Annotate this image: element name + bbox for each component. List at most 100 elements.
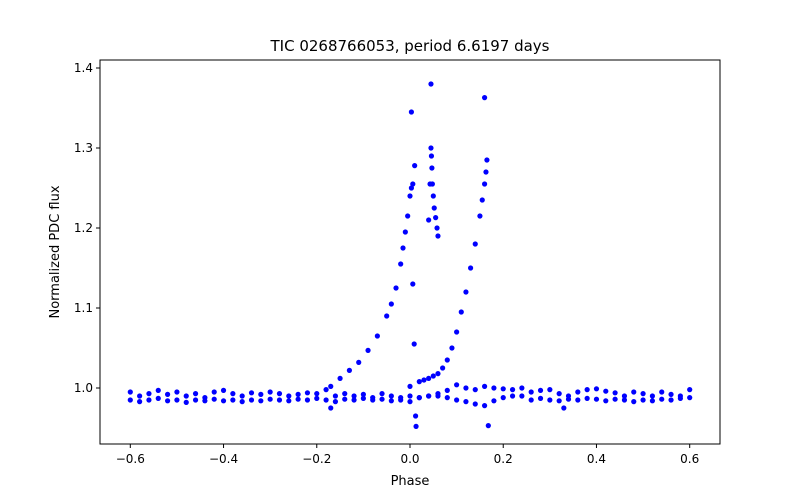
data-point [412, 413, 419, 419]
data-point [388, 393, 394, 399]
data-point [323, 397, 329, 403]
data-point [370, 397, 376, 403]
data-point [659, 389, 665, 395]
y-axis-label: Normalized PDC flux [48, 185, 63, 318]
data-point [668, 391, 674, 397]
data-point [174, 389, 180, 395]
data-point [509, 393, 516, 399]
x-axis: −0.6 −0.4 −0.2 0.0 0.2 0.4 0.6 [116, 444, 699, 466]
data-point [351, 397, 357, 403]
data-point [346, 367, 352, 373]
data-point [258, 391, 264, 397]
data-point [407, 193, 413, 199]
data-point [388, 301, 394, 307]
data-point [258, 398, 264, 404]
data-point [556, 391, 562, 397]
data-point [127, 397, 133, 403]
data-point [248, 390, 255, 396]
data-point [435, 393, 441, 399]
data-point [468, 265, 474, 271]
data-point [500, 386, 506, 392]
data-point [304, 397, 311, 403]
data-point [547, 387, 553, 393]
data-point [410, 281, 416, 287]
data-point [434, 225, 440, 231]
data-point [454, 382, 460, 388]
data-point [202, 398, 208, 404]
data-point [687, 387, 693, 393]
data-point [472, 401, 478, 407]
data-point [631, 399, 637, 405]
data-point [640, 397, 646, 403]
data-point [146, 391, 152, 397]
data-point [211, 396, 217, 402]
data-point [481, 403, 488, 409]
data-point [360, 391, 366, 397]
data-point [484, 157, 490, 163]
data-point [430, 193, 436, 199]
data-point [593, 396, 600, 402]
data-point [342, 391, 348, 397]
data-point [575, 397, 581, 403]
data-point [435, 233, 441, 239]
data-point [659, 396, 665, 402]
x-tick-label: 0.4 [587, 452, 606, 466]
data-point [400, 245, 406, 251]
data-point [429, 181, 435, 187]
data-point [561, 405, 567, 411]
data-point [440, 365, 446, 371]
data-point [155, 387, 161, 393]
data-point [416, 379, 422, 385]
data-point [519, 393, 525, 399]
x-tick-label: 0.6 [680, 452, 699, 466]
data-point [174, 397, 180, 403]
data-point [192, 391, 199, 397]
data-point [304, 390, 311, 396]
data-point [491, 385, 497, 391]
data-point [584, 387, 590, 393]
data-point [192, 397, 199, 403]
data-point [328, 405, 334, 411]
data-point [286, 398, 292, 404]
data-point [528, 397, 534, 403]
data-point [239, 393, 245, 399]
data-point [463, 289, 469, 295]
data-point [314, 395, 320, 401]
x-tick-label: 0.2 [494, 452, 513, 466]
data-point [408, 109, 414, 115]
data-point [276, 397, 283, 403]
data-point [426, 375, 432, 381]
data-point [379, 396, 385, 402]
y-tick-label: 1.1 [74, 301, 93, 315]
data-point [603, 388, 609, 394]
data-point [416, 395, 422, 401]
data-point [481, 383, 488, 389]
x-axis-label: Phase [391, 474, 430, 489]
x-tick-label: −0.6 [116, 452, 145, 466]
data-point [537, 387, 544, 393]
data-point [621, 393, 628, 399]
data-point [426, 393, 432, 399]
data-point [444, 387, 450, 393]
data-point [458, 309, 464, 315]
data-point [640, 391, 646, 397]
data-point [323, 387, 329, 393]
data-point [248, 397, 255, 403]
y-tick-label: 1.4 [74, 61, 93, 75]
data-point [137, 393, 143, 399]
data-point [393, 285, 399, 291]
data-point [164, 398, 171, 404]
data-point [668, 397, 674, 403]
data-point [500, 395, 506, 401]
data-point [547, 397, 553, 403]
data-point [328, 383, 334, 389]
data-point [454, 329, 460, 335]
data-point [314, 391, 320, 397]
data-point [435, 371, 441, 377]
data-point [407, 383, 413, 389]
data-point [433, 215, 439, 221]
data-point [332, 399, 339, 405]
data-point [428, 81, 434, 87]
